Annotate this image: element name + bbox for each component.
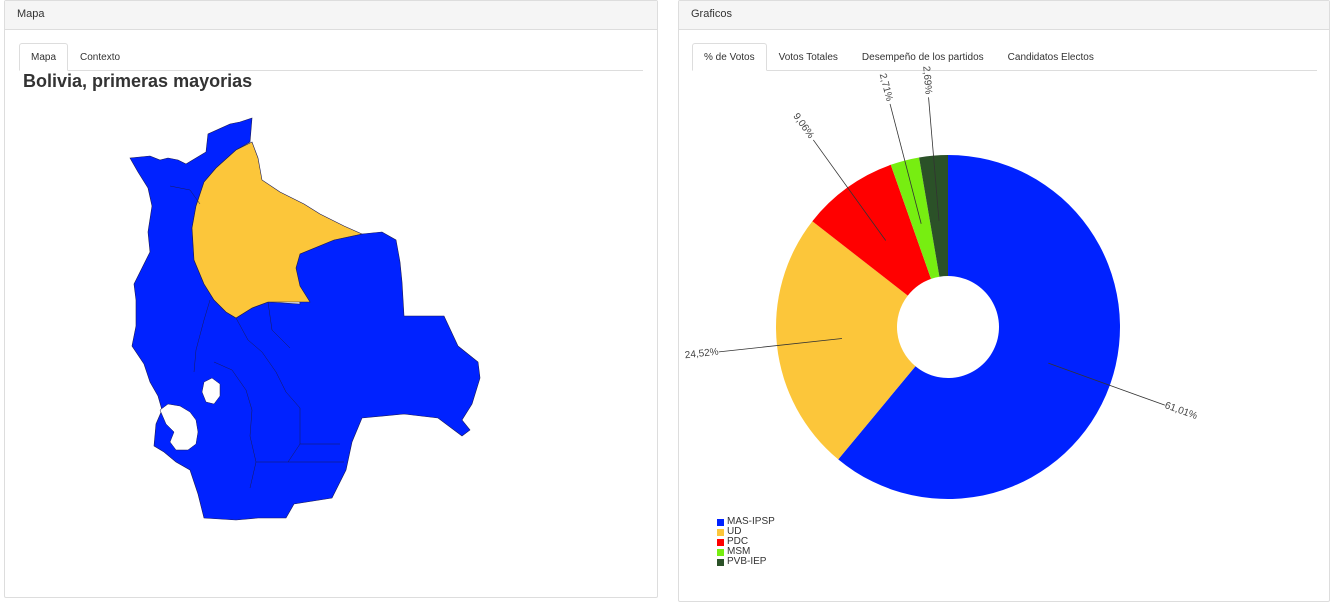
donut-slice-msm[interactable] (890, 157, 940, 279)
legend-label: PDC (727, 536, 749, 547)
department-borders (169, 185, 344, 489)
value-label-msm: 2,71% (877, 72, 895, 102)
leader-line-pvb-iep (928, 97, 940, 221)
legend-item-ud[interactable]: UD (717, 527, 775, 537)
donut-slice-pdc[interactable] (812, 164, 932, 296)
leader-line-msm (889, 103, 922, 224)
legend-item-mas-ipsp[interactable]: MAS-IPSP (717, 517, 775, 527)
legend-swatch (717, 548, 724, 556)
map-panel-heading: Mapa (5, 1, 657, 30)
map-title: Bolivia, primeras mayorias (23, 71, 253, 91)
legend-label: UD (727, 526, 742, 537)
legend-item-pvb-iep[interactable]: PVB-IEP (717, 557, 775, 567)
donut-slice-mas-ipsp[interactable] (838, 155, 1120, 500)
leader-line-ud (718, 338, 843, 353)
legend-swatch (717, 558, 724, 566)
legend-label: MSM (727, 546, 751, 557)
legend-swatch (717, 518, 724, 526)
value-label-mas-ipsp: 61,01% (1163, 400, 1199, 422)
legend-label: PVB-IEP (727, 556, 767, 567)
tab-mapa[interactable]: Mapa (19, 43, 69, 71)
legend-label: MAS-IPSP (727, 516, 775, 527)
legend-item-pdc[interactable]: PDC (717, 537, 775, 547)
map-region-ud[interactable] (191, 141, 363, 319)
legend-item-msm[interactable]: MSM (717, 547, 775, 557)
value-label-pvb-iep: 2,69% (920, 66, 933, 95)
leader-line-pdc (813, 139, 887, 241)
legend-swatch (717, 528, 724, 536)
chart-legend: MAS-IPSP UD PDC MSM PVB-IEP (717, 517, 775, 567)
legend-swatch (717, 538, 724, 546)
tab-percent-votes[interactable]: % de Votos (692, 43, 767, 71)
donut-slice-ud[interactable] (776, 221, 916, 460)
bolivia-map (129, 117, 481, 521)
chart-tabs: % de Votos Votos Totales Desempeño de lo… (692, 43, 1317, 71)
lake-titicaca (159, 403, 199, 451)
tab-party-performance[interactable]: Desempeño de los partidos (861, 52, 984, 63)
map-region-mas[interactable] (129, 117, 481, 521)
tab-total-votes[interactable]: Votos Totales (778, 52, 838, 63)
tab-elected-candidates[interactable]: Candidatos Electos (1007, 52, 1094, 63)
donut-slice-pvb-iep[interactable] (919, 155, 948, 277)
map-tabs: Mapa Contexto (19, 43, 643, 71)
leader-line-mas-ipsp (1048, 362, 1165, 406)
charts-panel-heading: Graficos (679, 1, 1329, 30)
tab-contexto[interactable]: Contexto (80, 52, 121, 63)
lake-poopo (201, 377, 221, 405)
value-label-ud: 24,52% (684, 347, 719, 362)
value-label-pdc: 9,06% (790, 111, 816, 141)
